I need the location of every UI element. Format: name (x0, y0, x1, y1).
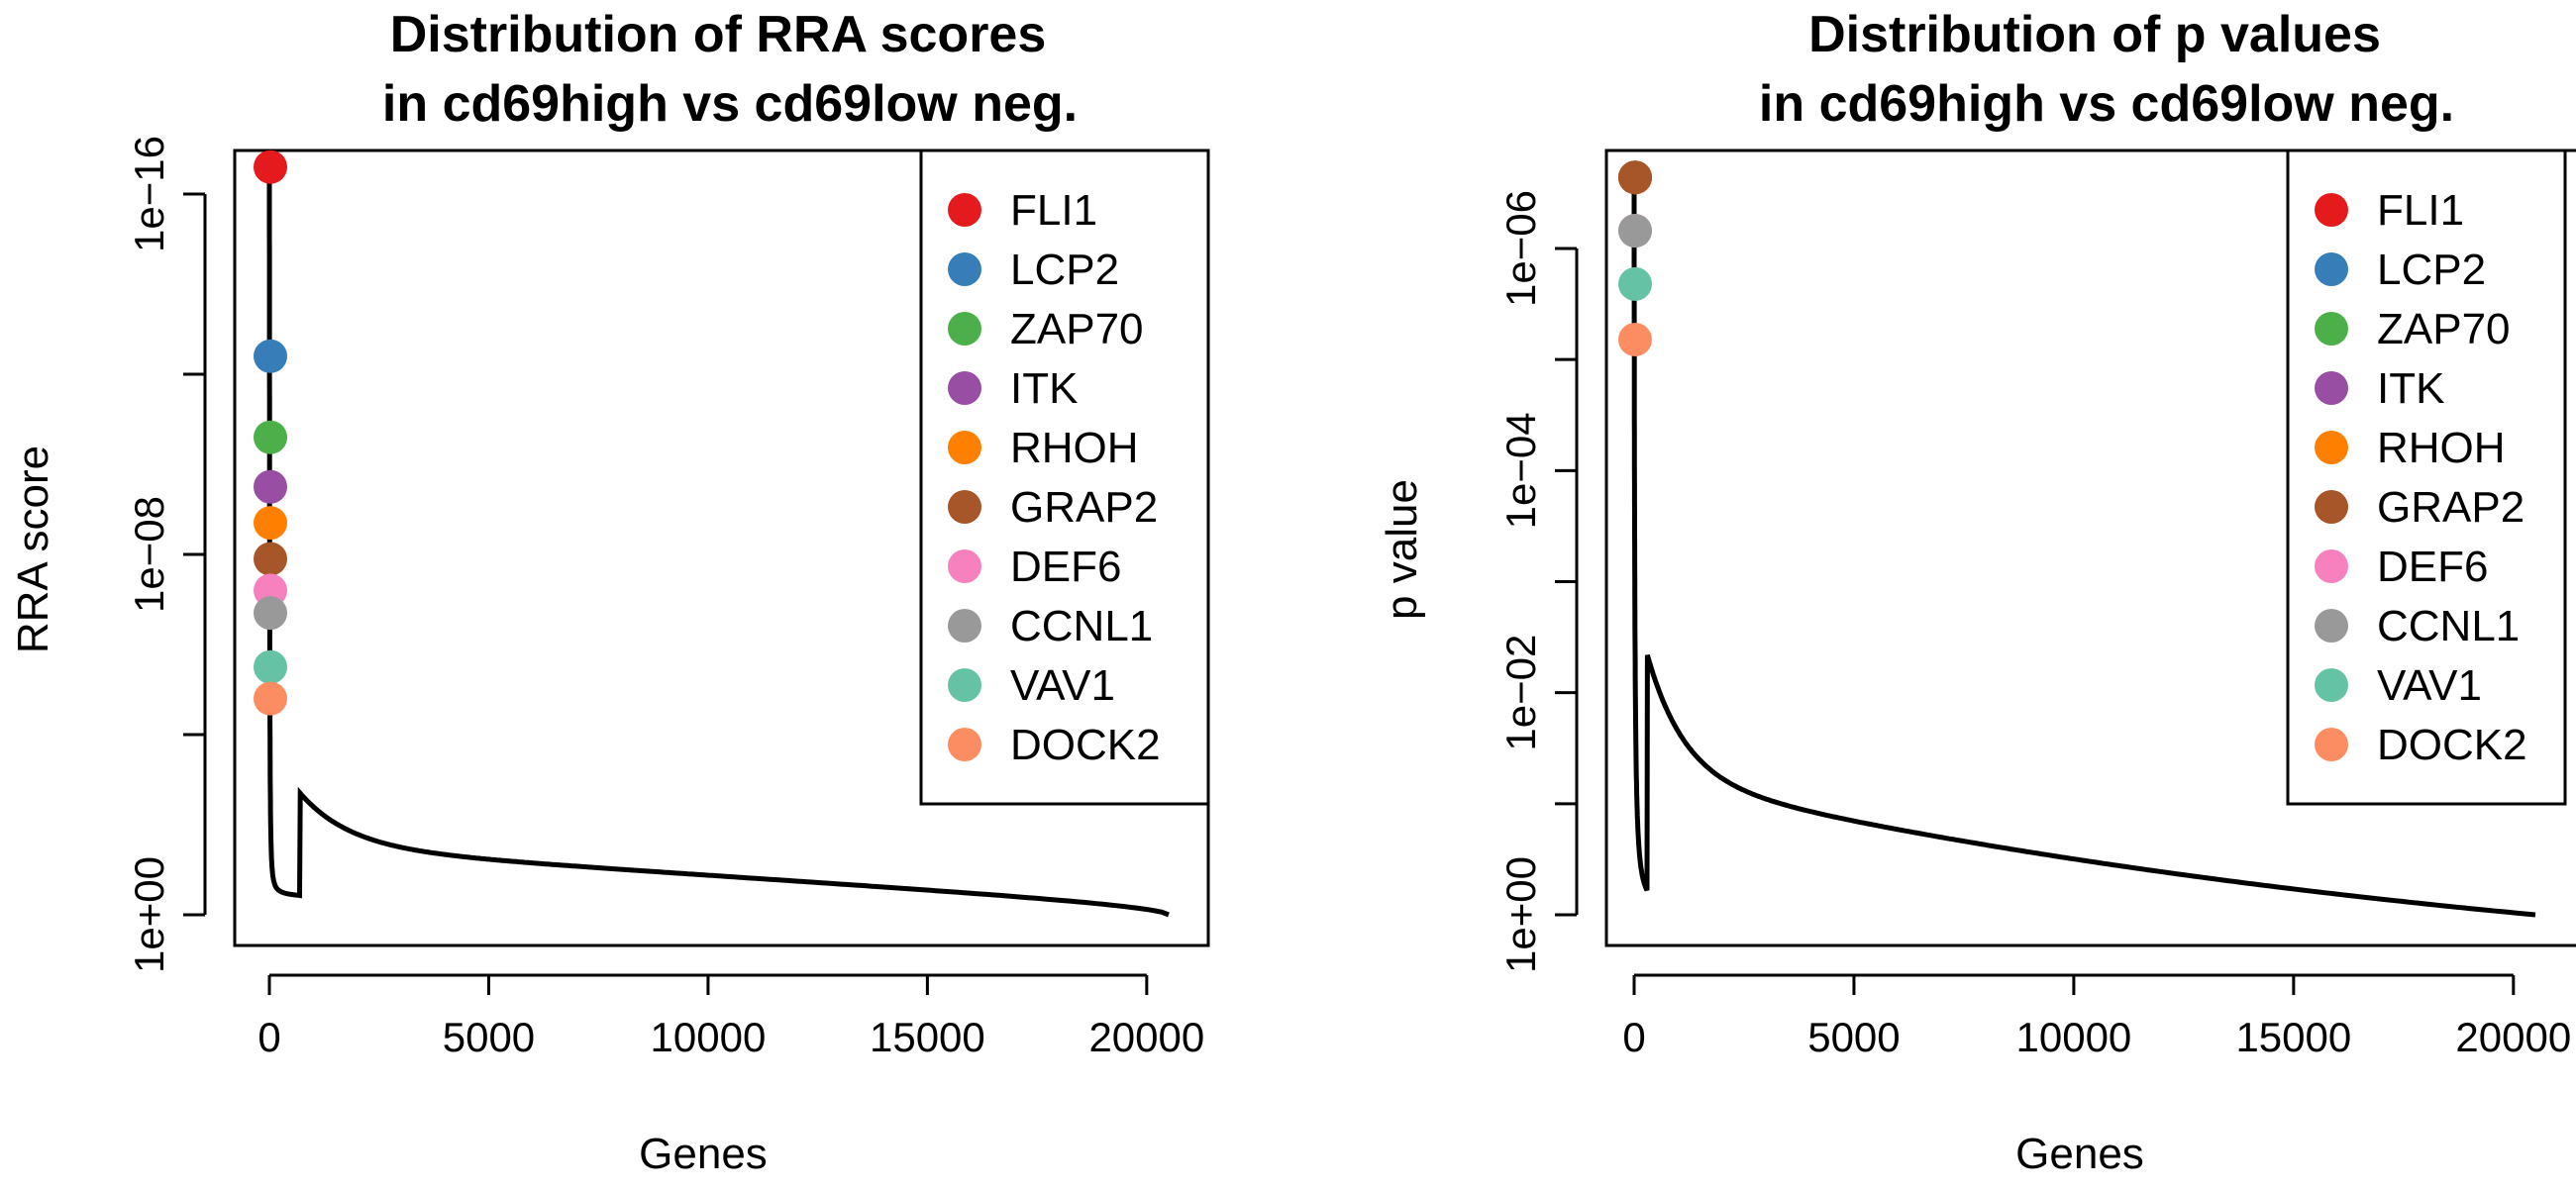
legend-swatch-zap70 (2315, 312, 2348, 346)
y-tick-label: 1e−04 (1497, 412, 1544, 529)
legend-swatch-dock2 (948, 728, 981, 761)
legend-label-grap2: GRAP2 (1010, 483, 1158, 532)
legend: FLI1 LCP2 ZAP70 ITK RHOH GRAP2 DEF6 CCNL1 VAV1 DO… (2286, 149, 2567, 806)
y-axis-label: p value (1378, 479, 1426, 620)
legend-swatch-def6 (2315, 549, 2348, 583)
gene-point-dock2 (254, 681, 287, 716)
legend-swatch-itk (2315, 371, 2348, 405)
x-tick-label: 5000 (1807, 1014, 1900, 1060)
chart-panel-1: Distribution of RRA scores in cd69high vs… (9, 6, 1210, 1178)
legend-label-rhoh: RHOH (2377, 424, 2506, 472)
legend-label-lcp2: LCP2 (2377, 246, 2486, 294)
legend-swatch-zap70 (948, 312, 981, 346)
legend-swatch-itk (948, 371, 981, 405)
y-axis-label: RRA score (9, 446, 57, 653)
legend-label-def6: DEF6 (1010, 543, 1121, 591)
y-tick-label: 1e−02 (1497, 635, 1544, 751)
x-tick-label: 20000 (1088, 1014, 1204, 1060)
legend-swatch-vav1 (948, 668, 981, 702)
legend-swatch-fli1 (948, 193, 981, 227)
x-tick-label: 20000 (2455, 1014, 2571, 1060)
legend-swatch-dock2 (2315, 728, 2348, 761)
legend-label-rhoh: RHOH (1010, 424, 1139, 472)
rank-curve (1631, 181, 2536, 918)
legend-label-dock2: DOCK2 (2377, 721, 2527, 769)
y-tick-label: 1e−08 (126, 496, 172, 613)
legend-label-fli1: FLI1 (2377, 186, 2464, 235)
gene-point-vav1 (254, 649, 287, 684)
legend: FLI1 LCP2 ZAP70 ITK RHOH GRAP2 DEF6 CCNL1 VAV1 DO… (919, 149, 1210, 806)
legend-label-ccnl1: CCNL1 (1010, 602, 1153, 650)
legend-label-vav1: VAV1 (2377, 661, 2482, 710)
legend-swatch-rhoh (948, 431, 981, 464)
legend-label-itk: ITK (1010, 364, 1078, 413)
gene-point-zap70 (254, 420, 287, 454)
y-tick-label: 1e+00 (1497, 856, 1544, 973)
legend-swatch-vav1 (2315, 668, 2348, 702)
legend-swatch-def6 (948, 549, 981, 583)
legend-swatch-lcp2 (948, 252, 981, 286)
legend-label-def6: DEF6 (2377, 543, 2488, 591)
chart-title-line-1: Distribution of RRA scores (390, 6, 1047, 63)
gene-point-ccnl1 (254, 596, 287, 631)
legend-label-lcp2: LCP2 (1010, 246, 1119, 294)
legend-label-zap70: ZAP70 (2377, 305, 2511, 353)
gene-point-itk (254, 469, 287, 504)
chart-title-line-1: Distribution of p values (1808, 6, 2381, 63)
legend-swatch-fli1 (2315, 193, 2348, 227)
x-tick-label: 15000 (2235, 1014, 2351, 1060)
legend-label-grap2: GRAP2 (2377, 483, 2524, 532)
y-tick-label: 1e−06 (1497, 190, 1544, 307)
legend-swatch-grap2 (2315, 490, 2348, 524)
chart-title-line-2: in cd69high vs cd69low neg. (382, 75, 1078, 133)
legend-label-fli1: FLI1 (1010, 186, 1097, 235)
y-tick-label: 1e−16 (126, 136, 172, 252)
gene-point-dock2 (1618, 322, 1652, 356)
legend-swatch-lcp2 (2315, 252, 2348, 286)
gene-point-ccnl1 (1618, 214, 1652, 248)
x-axis-label: Genes (639, 1130, 768, 1178)
legend-swatch-ccnl1 (2315, 609, 2348, 643)
rank-curve (266, 164, 1170, 918)
gene-point-grap2 (1618, 160, 1652, 195)
x-tick-label: 0 (258, 1014, 280, 1060)
gene-point-lcp2 (254, 339, 287, 373)
x-tick-label: 0 (1622, 1014, 1645, 1060)
gene-point-grap2 (254, 542, 287, 576)
x-tick-label: 10000 (2016, 1014, 2132, 1060)
legend-swatch-grap2 (948, 490, 981, 524)
legend-label-ccnl1: CCNL1 (2377, 602, 2520, 650)
x-axis-label: Genes (2015, 1130, 2144, 1178)
legend-label-vav1: VAV1 (1010, 661, 1115, 710)
legend-label-dock2: DOCK2 (1010, 721, 1161, 769)
plot-frame (1604, 149, 2576, 947)
chart-panel-2: Distribution of p values in cd69high vs c… (1378, 6, 2576, 1178)
x-tick-label: 5000 (443, 1014, 535, 1060)
x-tick-label: 10000 (651, 1014, 767, 1060)
gene-point-vav1 (1618, 266, 1652, 301)
y-tick-label: 1e+00 (126, 856, 172, 973)
legend-label-zap70: ZAP70 (1010, 305, 1144, 353)
chart-title-line-2: in cd69high vs cd69low neg. (1759, 75, 2454, 133)
x-tick-label: 15000 (870, 1014, 985, 1060)
legend-label-itk: ITK (2377, 364, 2444, 413)
legend-swatch-rhoh (2315, 431, 2348, 464)
legend-swatch-ccnl1 (948, 609, 981, 643)
gene-point-rhoh (254, 506, 287, 541)
gene-point-fli1 (254, 149, 287, 184)
